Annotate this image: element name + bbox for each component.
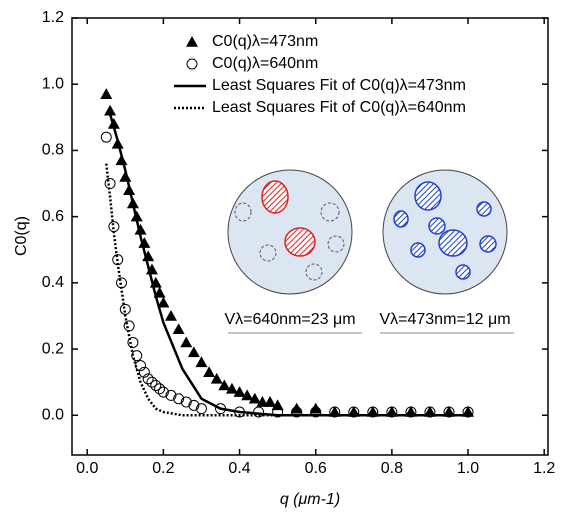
triangle-marker	[134, 223, 147, 235]
circle-marker	[173, 393, 185, 405]
circle-marker	[348, 406, 360, 418]
circle-marker	[119, 303, 131, 315]
triangle-marker	[172, 323, 185, 334]
circle-marker	[100, 131, 112, 143]
legend-label: Least Squares Fit of C0(q)λ=473nm	[212, 77, 466, 94]
circle-marker	[291, 406, 303, 418]
circle-marker	[424, 406, 436, 418]
circle-marker	[462, 406, 474, 418]
y-tick-label: 0.6	[42, 208, 64, 225]
circle-marker	[142, 373, 154, 385]
circle-marker	[367, 406, 379, 418]
circle-marker	[180, 396, 192, 408]
x-tick-label: 0.4	[228, 460, 250, 477]
x-tick-label: 0.2	[152, 460, 174, 477]
triangle-marker	[256, 396, 269, 407]
legend-label: C0(q)λ=473nm	[212, 33, 318, 50]
triangle-marker	[225, 382, 238, 394]
circle-marker	[386, 406, 398, 418]
circle-marker	[150, 379, 162, 391]
y-tick-label: 0.0	[42, 406, 64, 423]
x-tick-label: 0.6	[305, 460, 327, 477]
triangle-marker	[241, 389, 254, 401]
circle-marker	[272, 406, 284, 418]
y-tick-label: 0.2	[42, 340, 64, 357]
x-tick-label: 0.8	[381, 460, 403, 477]
circle-marker	[104, 178, 116, 190]
x-axis-label: q (μm-1)	[280, 491, 340, 508]
triangle-marker	[203, 366, 216, 378]
circle-marker	[123, 320, 135, 332]
triangle-marker	[264, 396, 277, 407]
triangle-marker	[180, 336, 193, 348]
x-tick-label: 1.0	[457, 460, 479, 477]
triangle-marker	[187, 346, 200, 358]
y-tick-label: 0.8	[42, 142, 64, 159]
plot-frame	[71, 17, 549, 456]
circle-marker	[165, 389, 177, 401]
inset-caption: Vλ=473nm=12 μm	[379, 311, 510, 328]
triangle-marker	[138, 237, 151, 248]
circle-marker	[108, 221, 120, 233]
x-tick-label: 0.0	[76, 460, 98, 477]
legend-marker	[186, 36, 198, 47]
triangle-marker	[104, 104, 117, 116]
circle-marker	[188, 399, 200, 411]
y-axis-label: C0(q)	[13, 216, 30, 256]
circle-marker	[127, 336, 139, 348]
fit-line	[105, 163, 469, 417]
legend-label: Least Squares Fit of C0(q)λ=640nm	[212, 99, 466, 116]
circle-marker	[195, 403, 207, 415]
legend-label: C0(q)λ=640nm	[212, 55, 318, 72]
triangle-marker	[210, 372, 223, 384]
inset-left	[227, 169, 362, 334]
circle-marker	[138, 366, 150, 378]
circle-marker	[310, 406, 322, 418]
inset-caption: Vλ=640nm=23 μm	[224, 311, 355, 328]
circle-marker	[329, 406, 341, 418]
circle-marker	[443, 406, 455, 418]
triangle-marker	[157, 296, 170, 308]
y-tick-label: 1.0	[42, 75, 64, 92]
circle-marker	[154, 383, 166, 395]
inset-right	[380, 169, 514, 334]
circle-marker	[157, 386, 169, 398]
triangle-marker	[100, 88, 113, 99]
triangle-marker	[218, 379, 231, 391]
x-tick-label: 1.2	[533, 460, 555, 477]
triangle-marker	[248, 392, 261, 404]
circle-marker	[405, 406, 417, 418]
triangle-marker	[233, 386, 246, 397]
fit-line	[108, 113, 469, 417]
legend-marker	[186, 58, 198, 70]
triangle-marker	[165, 309, 178, 321]
y-tick-label: 0.4	[42, 274, 64, 291]
y-tick-label: 1.2	[42, 9, 64, 26]
triangle-marker	[290, 402, 303, 414]
triangle-marker	[309, 402, 322, 414]
triangle-marker	[195, 356, 208, 368]
circle-marker	[146, 376, 158, 388]
